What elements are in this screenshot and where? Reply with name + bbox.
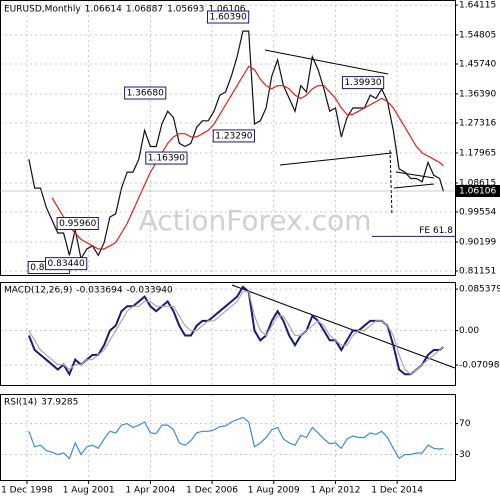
chart-title: EURUSD,Monthly (4, 5, 81, 15)
trend-line (231, 284, 456, 369)
trend-line (389, 149, 393, 216)
header-value: 37.9285 (41, 398, 78, 408)
x-tick-label: 1 Apr 2012 (311, 486, 361, 496)
y-tick-label: 0.81151 (459, 266, 496, 276)
y-tick-label: 1.27316 (459, 119, 496, 129)
y-tick-label: 1.36390 (459, 89, 496, 99)
trend-line (393, 183, 435, 189)
y-tick-label: 1.54805 (459, 30, 496, 40)
annotation-box (206, 10, 250, 24)
price-panel (0, 0, 456, 276)
annotation-box (212, 129, 255, 143)
annotation-box (45, 257, 88, 271)
trend-line (395, 171, 435, 179)
series-line (51, 65, 444, 250)
header-value: 1.05693 (167, 5, 204, 15)
annotation-label: 0.95960 (59, 219, 96, 229)
annotation-label: 1.16390 (148, 154, 185, 164)
x-tick-label: 1 Apr 2004 (125, 486, 175, 496)
y-tick-label: 0.00 (459, 326, 479, 336)
rsi-panel (0, 394, 456, 481)
y-tick-label: -0.070989 (459, 361, 500, 371)
annotation-label: 1.39930 (344, 78, 381, 88)
trend-line (264, 49, 389, 75)
price-tag-label: 1.06106 (459, 187, 496, 197)
panel-title: MACD(12,26,9) (4, 286, 72, 296)
series-line (28, 416, 444, 460)
header-value: -0.033940 (127, 286, 173, 296)
y-tick-label: 1.17965 (459, 148, 496, 158)
header-value: 1.06887 (126, 5, 163, 15)
header-value: 1.06106 (208, 5, 245, 15)
y-tick-label: 30 (459, 450, 471, 460)
annotation-box (341, 76, 385, 90)
annotation-label: 1.36680 (127, 89, 164, 99)
y-tick-label: 1.64115 (459, 1, 496, 11)
y-tick-label: 1.45740 (459, 59, 496, 69)
x-tick-label: 1 Aug 2001 (63, 486, 115, 496)
panel-title: RSI(14) (4, 398, 37, 408)
y-tick-label: 70 (459, 419, 471, 429)
series-line (28, 291, 444, 376)
grid-layer (0, 0, 455, 480)
level-label: FE 61.8 (419, 226, 453, 236)
annotation-box (56, 217, 99, 231)
x-tick-label: 1 Dec 1998 (1, 486, 53, 496)
watermark: ActionForex.com (139, 204, 372, 237)
macd-panel (0, 282, 456, 386)
header-value: 1.06614 (85, 5, 122, 15)
annotation-box (124, 86, 167, 100)
y-tick-label: 0.99554 (459, 208, 496, 218)
trend-line (279, 152, 393, 166)
x-tick-label: 1 Dec 2006 (186, 486, 238, 496)
header-value: -0.033694 (76, 286, 122, 296)
series-line (28, 30, 444, 261)
annotation-label: 1.23290 (215, 131, 252, 141)
y-tick-label: 0.90199 (459, 237, 496, 247)
x-tick-label: 1 Dec 2014 (371, 486, 423, 496)
price-tag (456, 185, 500, 198)
y-tick-label: 1.08615 (459, 178, 496, 188)
annotation-label: 1.60390 (209, 13, 246, 23)
y-tick-label: 0.085379 (459, 285, 500, 295)
annotation-label: 0.83440 (48, 259, 85, 269)
annotation-box (145, 151, 188, 165)
x-tick-label: 1 Aug 2009 (248, 486, 300, 496)
